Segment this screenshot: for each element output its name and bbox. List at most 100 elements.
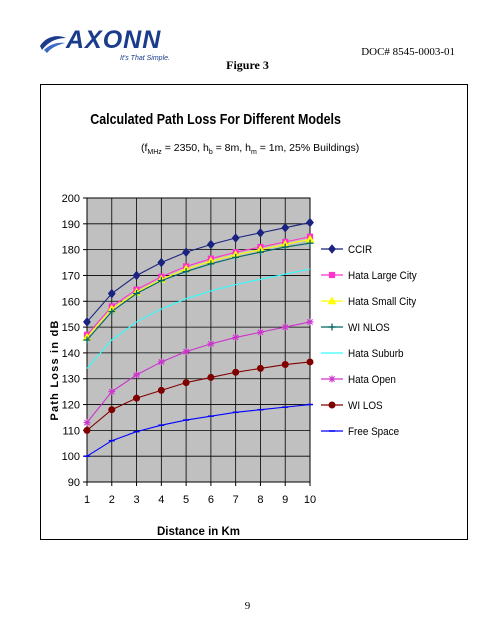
y-tick-label: 120: [62, 400, 80, 412]
x-tick-label: 2: [109, 494, 115, 506]
y-tick-label: 180: [62, 245, 80, 257]
y-tick-label: 90: [68, 477, 80, 489]
data-point: [306, 217, 314, 228]
legend-entry: Free Space: [348, 427, 399, 439]
marker-star-d2: [232, 334, 239, 341]
legend-entry: Hata Suburb: [348, 349, 404, 361]
data-point: [133, 371, 141, 379]
marker-star-d2: [158, 358, 165, 365]
data-point: [83, 426, 91, 434]
data-point: [157, 358, 165, 366]
data-point: [133, 290, 141, 298]
data-point: [206, 239, 215, 250]
x-tick-label: 4: [158, 494, 164, 506]
chart-subtitle: (fMHz = 2350, hb = 8m, hm = 1m, 25% Buil…: [141, 142, 359, 156]
marker-star-d2: [183, 348, 190, 355]
y-tick-label: 110: [62, 425, 80, 437]
marker-star-d2: [207, 340, 214, 347]
legend-entry: WI LOS: [348, 401, 383, 413]
subtitle-segment: = 1m, 25% Buildings): [257, 142, 359, 154]
marker-star-d2: [84, 419, 90, 426]
data-point: [306, 239, 314, 247]
data-point: [232, 368, 240, 376]
figure-caption: Figure 3: [226, 58, 269, 72]
legend-entry: WI NLOS: [348, 323, 390, 335]
x-tick-label: 7: [233, 494, 239, 506]
y-tick-label: 190: [62, 219, 80, 231]
marker-star-d2: [133, 371, 140, 378]
legend-marker: [328, 375, 336, 383]
data-point: [207, 260, 215, 268]
data-point: [207, 373, 215, 381]
subtitle-segment: = 8m, h: [213, 142, 251, 154]
marker-star-d2: [307, 318, 313, 325]
legend-entry: Hata Open: [348, 375, 396, 387]
data-point: [182, 268, 190, 276]
logo-wordmark: AXONN: [66, 26, 162, 54]
legend-marker: [327, 296, 337, 305]
data-point: [157, 386, 165, 394]
x-tick-label: 6: [208, 494, 214, 506]
series-line: [86, 221, 311, 323]
legend-entry: CCIR: [348, 245, 373, 257]
data-point: [232, 333, 240, 341]
document-number: DOC# 8545-0003-01: [361, 46, 455, 58]
y-tick-label: 130: [62, 374, 80, 386]
data-point: [83, 317, 91, 327]
company-logo: AXONN It's That Simple.: [38, 26, 188, 62]
marker-star-d2: [257, 329, 264, 336]
chart-frame: Calculated Path Loss For Different Model…: [40, 84, 468, 540]
data-point: [281, 361, 289, 369]
series-line: [86, 268, 311, 369]
legend-marker: [328, 323, 336, 331]
legend-entry: Hata Large City: [348, 271, 417, 283]
legend-marker: [328, 271, 336, 279]
data-point: [256, 248, 264, 256]
series-line: [86, 242, 311, 341]
y-tick-label: 200: [62, 193, 80, 205]
marker-star-d2: [329, 376, 335, 382]
data-point: [281, 243, 289, 251]
data-point: [256, 328, 264, 336]
subtitle-segment: = 2350, h: [162, 142, 209, 154]
data-point: [107, 288, 116, 299]
data-point: [108, 308, 116, 316]
x-tick-label: 8: [257, 494, 263, 506]
x-tick-label: 10: [304, 494, 316, 506]
subtitle-subscript: b: [209, 149, 213, 156]
x-tick-label: 5: [183, 494, 189, 506]
subtitle-subscript: m: [251, 149, 257, 156]
marker-star-d2: [108, 388, 115, 395]
series-line: [86, 361, 311, 431]
marker-star-d2: [282, 324, 289, 331]
data-point: [83, 419, 91, 427]
legend-marker: [328, 401, 336, 409]
logo-tagline: It's That Simple.: [120, 55, 170, 62]
data-point: [256, 364, 264, 372]
series-line: [86, 238, 311, 338]
x-axis-label: Distance in Km: [157, 526, 240, 538]
series-line: [86, 236, 311, 336]
y-tick-label: 170: [62, 270, 80, 282]
data-point: [232, 253, 240, 261]
plot-area: [86, 197, 311, 483]
data-point: [133, 394, 141, 402]
legend-entry: Hata Small City: [348, 297, 417, 309]
y-tick-label: 100: [62, 451, 80, 463]
y-axis-label: Path Loss in dB: [49, 319, 61, 420]
logo-swoosh-icon: [40, 36, 66, 53]
path-loss-chart: Calculated Path Loss For Different Model…: [49, 111, 417, 538]
subtitle-segment: (f: [141, 142, 147, 154]
data-point: [256, 228, 265, 238]
data-point: [157, 277, 165, 285]
data-point: [306, 318, 314, 326]
data-point: [182, 247, 191, 258]
legend-marker: [328, 244, 336, 254]
data-point: [132, 270, 141, 281]
y-tick-label: 150: [62, 322, 80, 334]
chart-title: Calculated Path Loss For Different Model…: [90, 111, 341, 127]
data-point: [231, 233, 240, 243]
data-point: [108, 406, 116, 414]
data-point: [157, 257, 166, 268]
data-point: [182, 379, 190, 387]
